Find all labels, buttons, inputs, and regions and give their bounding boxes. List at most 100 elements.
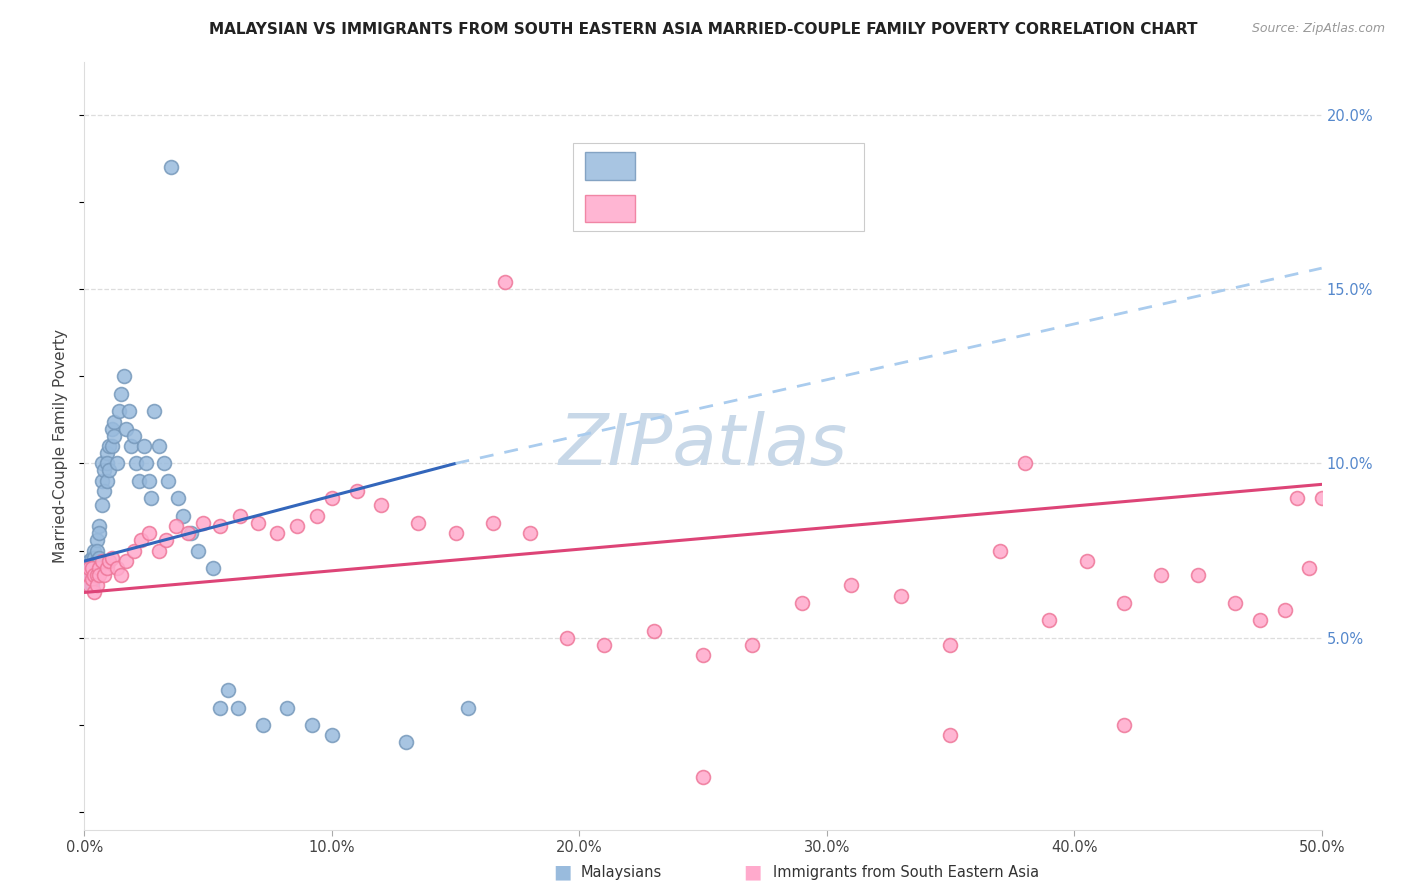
Point	[1310, 491, 1333, 506]
Point	[79, 578, 101, 592]
Point	[1150, 568, 1173, 582]
Point	[96, 474, 118, 488]
Point	[90, 498, 112, 512]
Point	[83, 550, 105, 565]
Point	[98, 463, 121, 477]
Point	[266, 526, 288, 541]
FancyBboxPatch shape	[585, 153, 636, 180]
Text: R =  0.204   N = 66: R = 0.204 N = 66	[650, 199, 799, 214]
Point	[692, 648, 714, 663]
Point	[122, 543, 145, 558]
Point	[96, 446, 118, 460]
Point	[89, 568, 111, 582]
Point	[519, 526, 541, 541]
Point	[129, 533, 152, 548]
Point	[1298, 561, 1320, 575]
Point	[481, 516, 503, 530]
Point	[89, 550, 111, 565]
Point	[83, 543, 105, 558]
Point	[118, 404, 141, 418]
FancyBboxPatch shape	[585, 194, 636, 222]
Point	[209, 700, 232, 714]
Point	[110, 386, 132, 401]
Point	[395, 735, 418, 749]
Point	[494, 275, 516, 289]
Point	[79, 568, 101, 582]
Point	[138, 526, 160, 541]
Point	[89, 519, 111, 533]
Point	[79, 578, 101, 592]
Point	[1274, 603, 1296, 617]
Point	[276, 700, 298, 714]
Text: Malaysians: Malaysians	[581, 865, 662, 880]
Point	[1038, 613, 1060, 627]
Point	[593, 638, 616, 652]
Point	[86, 554, 108, 568]
Point	[96, 561, 118, 575]
Point	[226, 700, 249, 714]
Point	[108, 404, 131, 418]
Point	[301, 718, 323, 732]
Point	[1112, 596, 1135, 610]
Point	[89, 526, 111, 541]
Point	[115, 554, 138, 568]
Point	[157, 474, 180, 488]
Point	[643, 624, 665, 638]
Point	[86, 543, 108, 558]
Point	[80, 561, 103, 575]
Point	[187, 543, 209, 558]
Point	[217, 683, 239, 698]
FancyBboxPatch shape	[574, 143, 863, 231]
Point	[83, 561, 105, 575]
Point	[79, 554, 101, 568]
Text: MALAYSIAN VS IMMIGRANTS FROM SOUTH EASTERN ASIA MARRIED-COUPLE FAMILY POVERTY CO: MALAYSIAN VS IMMIGRANTS FROM SOUTH EASTE…	[208, 22, 1198, 37]
Point	[408, 516, 430, 530]
Point	[105, 457, 128, 471]
Text: ■: ■	[553, 863, 572, 882]
Text: Immigrants from South Eastern Asia: Immigrants from South Eastern Asia	[773, 865, 1039, 880]
Point	[1076, 554, 1098, 568]
Y-axis label: Married-Couple Family Poverty: Married-Couple Family Poverty	[53, 329, 69, 563]
Point	[93, 568, 115, 582]
Point	[90, 457, 112, 471]
Point	[86, 533, 108, 548]
Point	[83, 585, 105, 599]
Point	[100, 550, 122, 565]
Point	[370, 498, 392, 512]
Text: R =  0.195   N = 67: R = 0.195 N = 67	[650, 157, 799, 171]
Point	[83, 568, 105, 582]
Point	[76, 568, 98, 582]
Point	[180, 526, 202, 541]
Point	[80, 550, 103, 565]
Point	[252, 718, 274, 732]
Point	[86, 568, 108, 582]
Point	[841, 578, 863, 592]
Point	[100, 439, 122, 453]
Point	[148, 439, 170, 453]
Point	[741, 638, 763, 652]
Point	[555, 631, 578, 645]
Point	[890, 589, 912, 603]
Point	[1014, 457, 1036, 471]
Point	[142, 404, 165, 418]
Point	[103, 415, 125, 429]
Point	[112, 369, 135, 384]
Point	[457, 700, 479, 714]
Point	[148, 543, 170, 558]
Point	[172, 508, 194, 523]
Point	[160, 160, 183, 174]
Point	[165, 519, 187, 533]
Point	[100, 421, 122, 435]
Point	[191, 516, 214, 530]
Point	[86, 561, 108, 575]
Text: ZIPatlas: ZIPatlas	[558, 411, 848, 481]
Point	[128, 474, 150, 488]
Point	[939, 638, 962, 652]
Point	[285, 519, 308, 533]
Point	[80, 568, 103, 582]
Point	[83, 568, 105, 582]
Point	[229, 508, 252, 523]
Point	[939, 728, 962, 742]
Point	[1187, 568, 1209, 582]
Point	[80, 561, 103, 575]
